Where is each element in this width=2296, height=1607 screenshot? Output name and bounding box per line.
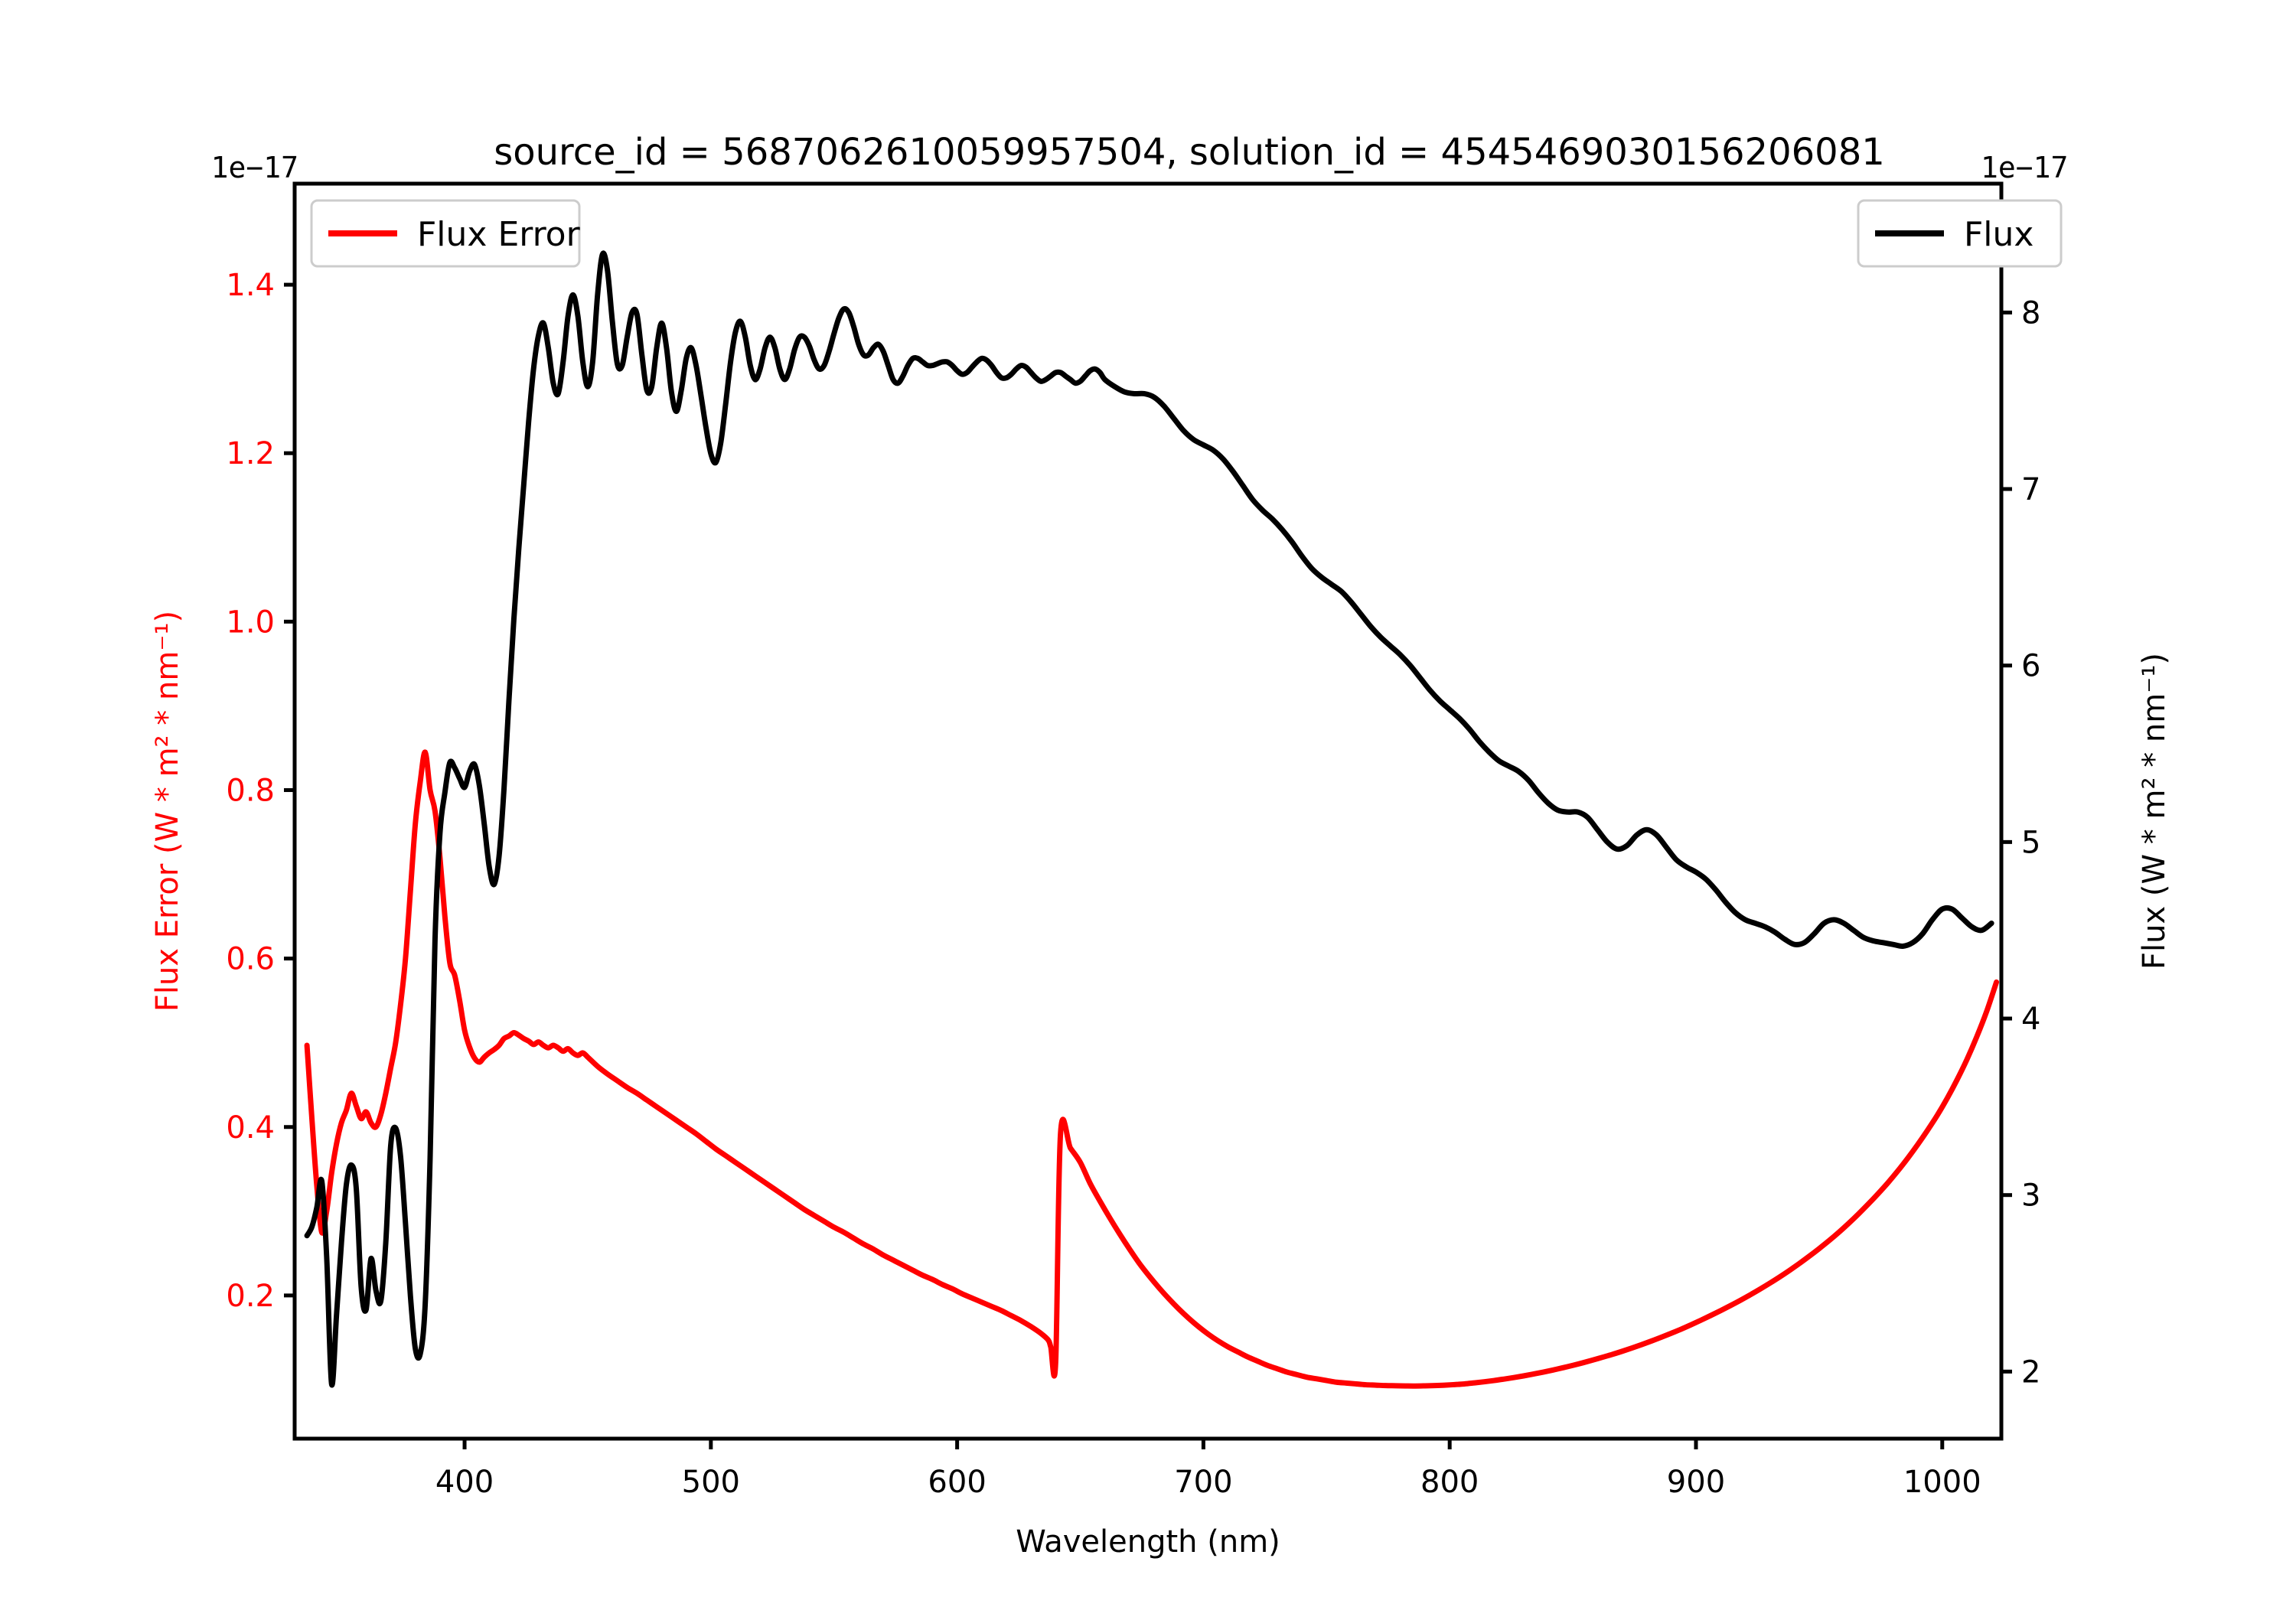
flux-error-line: [304, 749, 2000, 1389]
axes-frame: [292, 181, 2004, 1441]
x-tick-label: 500: [682, 1465, 740, 1500]
y-left-tick-label: 1.4: [226, 268, 275, 303]
x-tick-label: 1000: [1903, 1465, 1981, 1500]
y-right-tick-label: 2: [2021, 1354, 2040, 1390]
x-tick-label: 400: [435, 1465, 494, 1500]
x-tick-label: 800: [1420, 1465, 1479, 1500]
legend-label: Flux Error: [417, 215, 581, 254]
chart-title: source_id = 5687062610059957504, solutio…: [494, 131, 1885, 174]
legend-box: [1857, 199, 2063, 268]
y-left-tick-label: 1.0: [226, 605, 275, 640]
flux-line: [304, 250, 1994, 1388]
y-right-tick-label: 7: [2021, 472, 2040, 507]
y-left-tick-label: 0.8: [226, 773, 275, 808]
y-right-tick-label: 3: [2021, 1178, 2040, 1214]
legend-group: Flux Error Flux: [310, 199, 2063, 268]
y-left-tick-label: 1.2: [226, 436, 275, 471]
tick-group: 400 500 600 700 800 900 1000 0.2 0.4 0.6 0.8 1.0 1.2…: [226, 268, 2040, 1500]
y-left-tick-label: 0.2: [226, 1279, 275, 1314]
legend-box: [310, 199, 581, 268]
y-right-tick-label: 5: [2021, 825, 2040, 860]
y-right-tick-label: 6: [2021, 649, 2040, 684]
x-tick-label: 600: [928, 1465, 986, 1500]
x-tick-label: 700: [1174, 1465, 1232, 1500]
right-axis-offset-text: 1e−17: [1981, 151, 2068, 184]
y-right-tick-label: 4: [2021, 1002, 2040, 1037]
y-right-axis-label: Flux (W * m² * nm⁻¹): [2137, 653, 2172, 970]
legend-label: Flux: [1964, 215, 2033, 254]
y-left-tick-label: 0.6: [226, 942, 275, 977]
y-left-tick-label: 0.4: [226, 1110, 275, 1146]
x-axis-label: Wavelength (nm): [1016, 1524, 1280, 1560]
left-axis-offset-text: 1e−17: [211, 151, 298, 184]
axis-label-group: Wavelength (nm) Flux Error (W * m² * nm⁻¹…: [150, 611, 2172, 1560]
y-right-tick-label: 8: [2021, 295, 2040, 331]
x-tick-label: 900: [1667, 1465, 1725, 1500]
y-left-axis-label: Flux Error (W * m² * nm⁻¹): [150, 611, 185, 1012]
series-group: [304, 250, 2000, 1389]
